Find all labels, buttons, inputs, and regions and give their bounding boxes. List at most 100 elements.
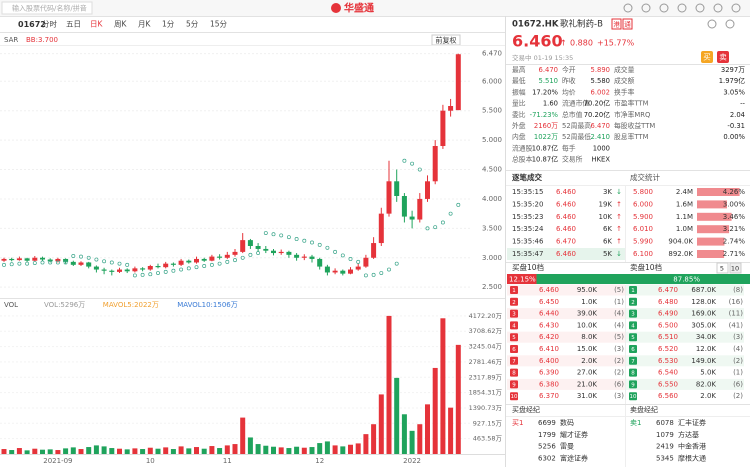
candle-body bbox=[317, 258, 323, 267]
stat-value: 1.979亿 bbox=[719, 76, 745, 85]
stat-label: 换手率 bbox=[614, 87, 635, 96]
search-input[interactable] bbox=[1, 1, 93, 15]
toolbar-icon[interactable] bbox=[731, 3, 741, 13]
candle-body bbox=[425, 181, 430, 199]
x-tick-label: 2022 bbox=[403, 457, 421, 465]
book-count: (3) bbox=[614, 345, 624, 353]
sar-dot bbox=[132, 273, 137, 278]
sar-dot bbox=[240, 255, 245, 260]
sar-dot bbox=[71, 254, 76, 258]
book-row-bg bbox=[626, 378, 744, 390]
toolbar-icon[interactable] bbox=[641, 3, 651, 13]
tick-price: 6.460 bbox=[556, 188, 576, 196]
depth-label[interactable]: 5 bbox=[720, 265, 724, 273]
volume-title: VOL bbox=[4, 301, 18, 309]
broker-title: 卖盘经纪 bbox=[630, 405, 658, 414]
sell-button[interactable] bbox=[717, 51, 729, 63]
period-tab[interactable]: 月K bbox=[138, 20, 151, 29]
logo: 华盛通 bbox=[344, 2, 374, 15]
stat-volume: 1.6M bbox=[676, 200, 693, 208]
sar-dot bbox=[156, 271, 160, 276]
volume-bar bbox=[455, 344, 461, 454]
tick-price: 6.460 bbox=[556, 200, 576, 208]
period-tab[interactable]: 日K bbox=[90, 20, 103, 29]
tab[interactable]: 成交统计 bbox=[630, 172, 660, 182]
tick-time: 15:35:23 bbox=[512, 213, 543, 221]
stat-value: -- bbox=[740, 100, 745, 108]
x-tick-label: 12 bbox=[315, 457, 324, 465]
stat-label: 最低 bbox=[512, 76, 526, 85]
level: 4 bbox=[631, 323, 635, 329]
book-row-bg bbox=[626, 296, 744, 308]
buy-label[interactable]: 买 bbox=[703, 53, 711, 62]
stat-value: -71.23% bbox=[530, 111, 559, 119]
book-price: 6.460 bbox=[539, 286, 559, 294]
period-tab[interactable]: 五日 bbox=[66, 20, 81, 29]
book-quantity: 8.0K bbox=[581, 333, 597, 341]
book-count: (16) bbox=[729, 298, 744, 306]
indicator-value: BB:3.700 bbox=[26, 36, 58, 44]
broker-name: 汇丰证券 bbox=[678, 418, 706, 427]
share-bar bbox=[697, 225, 730, 234]
sell-label[interactable]: 卖 bbox=[719, 53, 727, 62]
toolbar-icon[interactable] bbox=[623, 3, 633, 13]
tick-volume: 5K bbox=[603, 250, 612, 258]
book-count: (2) bbox=[733, 392, 743, 400]
period-tab[interactable]: 5分 bbox=[186, 20, 199, 29]
depth-label[interactable]: 10 bbox=[731, 265, 739, 273]
sar-dot bbox=[194, 265, 199, 270]
book-row-bg bbox=[507, 343, 625, 355]
header-icon[interactable] bbox=[707, 19, 717, 29]
tick-time: 15:35:46 bbox=[512, 238, 544, 246]
book-title: 买盘10档 bbox=[512, 262, 544, 272]
buy-button[interactable] bbox=[701, 51, 713, 63]
toolbar-icon[interactable] bbox=[659, 3, 669, 13]
volume-bar bbox=[448, 407, 454, 454]
toolbar-icon[interactable] bbox=[695, 3, 705, 13]
tab-active[interactable]: 逐笔成交 bbox=[512, 172, 542, 182]
book-row-bg bbox=[626, 284, 744, 296]
book-row-bg bbox=[626, 367, 744, 379]
book-price: 6.480 bbox=[658, 298, 678, 306]
y-tick-label: 5.000 bbox=[482, 136, 502, 144]
broker-name: 雷曼 bbox=[560, 443, 574, 451]
volume-bar bbox=[24, 450, 30, 454]
book-count: (4) bbox=[733, 345, 743, 353]
volume-bar bbox=[432, 367, 438, 454]
stat-value: 2.04 bbox=[730, 111, 745, 119]
broker-code: 6302 bbox=[538, 454, 556, 462]
candle-body bbox=[440, 110, 446, 146]
candle-body bbox=[47, 259, 53, 262]
period-tab[interactable]: 分时 bbox=[42, 19, 57, 29]
sar-dot bbox=[40, 260, 45, 265]
change-arrow: ↑ bbox=[560, 39, 567, 48]
sar-dot bbox=[125, 262, 130, 267]
header-icon[interactable] bbox=[725, 19, 735, 29]
share-label: 3.00% bbox=[723, 200, 746, 208]
x-tick-label: 2021-09 bbox=[43, 457, 72, 465]
period-tab[interactable]: 周K bbox=[114, 20, 127, 29]
tick-direction: ↑ bbox=[616, 225, 622, 233]
stat-label: 股息率TTM bbox=[614, 132, 649, 141]
search-placeholder[interactable]: 输入股票代码/名称/拼音 bbox=[12, 4, 87, 13]
book-quantity: 39.0K bbox=[577, 310, 598, 318]
book-price: 6.390 bbox=[539, 369, 559, 377]
adjust-label[interactable]: 前复权 bbox=[436, 36, 457, 45]
volume-bar bbox=[163, 447, 169, 454]
book-quantity: 10.0K bbox=[577, 321, 598, 329]
depth-button[interactable] bbox=[716, 262, 729, 274]
toolbar-icon[interactable] bbox=[677, 3, 687, 13]
volume-bar bbox=[109, 448, 115, 454]
y-tick-label: 1390.73万 bbox=[469, 404, 503, 412]
stat-value: 6.470 bbox=[591, 122, 610, 130]
share-label: 4.26% bbox=[723, 188, 746, 196]
volume-bar bbox=[55, 450, 61, 454]
depth-button[interactable] bbox=[729, 262, 742, 274]
level: 7 bbox=[512, 359, 516, 365]
period-tab[interactable]: 15分 bbox=[210, 20, 228, 29]
sar-dot bbox=[148, 272, 153, 277]
sar-dot bbox=[17, 261, 22, 266]
toolbar-icon[interactable] bbox=[713, 3, 723, 13]
candle-body bbox=[16, 258, 22, 261]
period-tab[interactable]: 1分 bbox=[162, 20, 175, 29]
